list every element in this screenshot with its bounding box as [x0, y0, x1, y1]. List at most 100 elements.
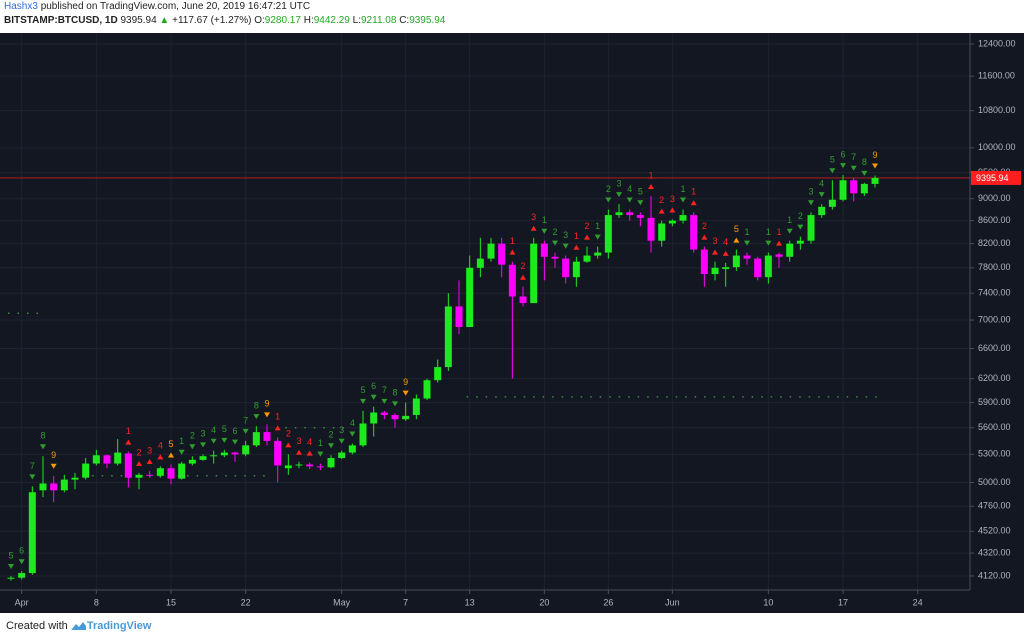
body	[871, 177, 879, 184]
td-count: 2	[585, 221, 590, 231]
body	[626, 212, 634, 216]
td-count: 3	[200, 429, 205, 439]
td-count: 7	[243, 415, 248, 425]
td-marker	[744, 240, 751, 246]
body	[242, 445, 250, 455]
td-marker	[797, 224, 804, 230]
levels	[0, 177, 970, 477]
body	[210, 455, 218, 457]
td-count: 2	[702, 221, 707, 231]
td-count: 8	[40, 431, 45, 441]
symbol: BITSTAMP:BTCUSD, 1D	[4, 15, 118, 26]
td-marker	[850, 165, 857, 171]
body	[348, 445, 356, 453]
td-marker	[157, 454, 164, 460]
td-count: 4	[723, 237, 728, 247]
x-tick-label: 26	[603, 597, 613, 607]
td-count: 4	[819, 178, 824, 188]
td-count: 3	[339, 425, 344, 435]
td-count: 3	[617, 178, 622, 188]
body	[722, 267, 730, 270]
td-marker	[381, 398, 388, 404]
author[interactable]: Hashx3	[4, 1, 38, 12]
x-tick-label: 22	[241, 597, 251, 607]
td-marker	[242, 428, 249, 434]
td-marker	[328, 443, 335, 449]
body	[295, 464, 303, 466]
td-count: 4	[307, 437, 312, 447]
td-count: 5	[638, 187, 643, 197]
td-count: 7	[851, 152, 856, 162]
td-count: 7	[382, 385, 387, 395]
footer-brand[interactable]: TradingView	[86, 620, 152, 632]
td-count: 2	[553, 227, 558, 237]
body	[818, 206, 826, 216]
td-count: 1	[275, 412, 280, 422]
body	[252, 432, 260, 446]
body	[562, 258, 570, 278]
body	[114, 452, 122, 464]
body	[519, 296, 527, 304]
symbol-line: BITSTAMP:BTCUSD, 1D 9395.94 ▲ +117.67 (+…	[4, 14, 445, 28]
o-label: O:	[254, 15, 265, 26]
td-marker	[232, 439, 239, 445]
td-count: 6	[232, 426, 237, 436]
body	[796, 240, 804, 244]
c-value: 9395.94	[409, 15, 446, 26]
body	[508, 264, 516, 297]
td-marker	[360, 398, 367, 404]
body	[764, 255, 772, 278]
body	[786, 243, 794, 257]
body	[359, 423, 367, 446]
x-tick-label: 24	[913, 597, 923, 607]
y-tick-label: 5000.00	[978, 477, 1011, 487]
body	[690, 215, 698, 250]
body	[807, 215, 815, 241]
body	[850, 180, 858, 194]
body	[370, 412, 378, 424]
body	[82, 463, 90, 478]
td-count: 8	[254, 400, 259, 410]
y-tick-label: 10800.00	[978, 105, 1016, 115]
x-tick-label: 10	[763, 597, 773, 607]
body	[146, 474, 154, 476]
y-tick-label: 7400.00	[978, 288, 1011, 298]
body	[199, 456, 207, 460]
td-marker	[829, 168, 836, 174]
td-marker	[349, 431, 356, 437]
body	[124, 453, 132, 478]
td-marker	[392, 401, 399, 407]
td-count: 2	[659, 195, 664, 205]
td-count: 9	[265, 399, 270, 409]
body	[391, 415, 399, 420]
body	[92, 455, 100, 464]
td-count: 1	[691, 187, 696, 197]
last-price: 9395.94	[120, 15, 157, 26]
body	[498, 243, 506, 265]
td-marker	[573, 244, 580, 250]
y-tick-label: 11600.00	[978, 71, 1015, 81]
y-tick-label: 6200.00	[978, 373, 1011, 383]
body	[284, 465, 292, 469]
td-marker	[146, 459, 153, 465]
y-tick-label: 4120.00	[978, 570, 1011, 580]
td-count: 6	[841, 150, 846, 160]
axes: 4120.00 4320.00 4520.00 4760.00 5000.00 5300.…	[15, 38, 1021, 607]
td-count: 4	[158, 441, 163, 451]
body	[103, 455, 111, 464]
td-marker	[18, 559, 25, 565]
x-tick-label: 15	[166, 597, 176, 607]
td-marker	[40, 444, 47, 450]
body	[636, 215, 644, 218]
td-marker	[594, 234, 601, 240]
td-marker	[29, 474, 36, 480]
td-count: 1	[574, 231, 579, 241]
published: published on TradingView.com, June 20, 2…	[40, 1, 311, 12]
body	[338, 452, 346, 459]
td-marker	[210, 438, 217, 444]
y-tick-label: 4320.00	[978, 547, 1011, 557]
body	[679, 215, 687, 221]
body	[156, 468, 164, 476]
